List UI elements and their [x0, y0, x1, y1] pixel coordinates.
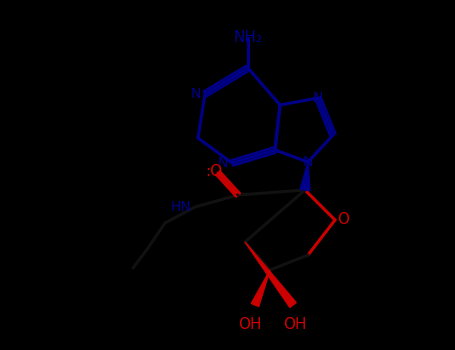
Text: N: N [303, 155, 313, 169]
Text: :O: :O [206, 164, 222, 180]
Text: OH: OH [283, 317, 307, 332]
Text: N: N [191, 87, 201, 101]
Polygon shape [251, 270, 270, 307]
Text: NH₂: NH₂ [233, 30, 263, 45]
Text: HN: HN [170, 200, 191, 214]
Text: N: N [218, 156, 228, 170]
Polygon shape [300, 162, 310, 190]
Text: N: N [313, 91, 323, 105]
Polygon shape [245, 242, 296, 307]
Text: O: O [337, 212, 349, 228]
Text: OH: OH [238, 317, 262, 332]
